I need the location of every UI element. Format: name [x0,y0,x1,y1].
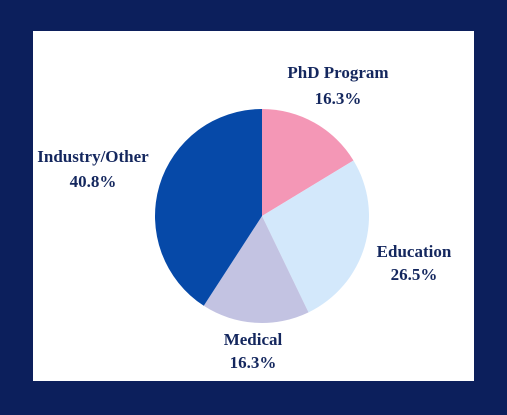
label-education: Education [377,242,452,261]
label-phd-program: PhD Program [287,63,388,82]
value-industry-other: 40.8% [70,172,117,191]
pie-slices [155,109,369,323]
slice-industry-other [155,109,262,306]
slice-education [262,160,369,313]
label-industry-other: Industry/Other [37,147,149,166]
value-education: 26.5% [391,265,438,284]
slice-medical [203,216,309,323]
value-medical: 16.3% [230,353,277,372]
slice-phd-program [262,109,354,216]
label-medical: Medical [224,330,283,349]
value-phd-program: 16.3% [315,89,362,108]
